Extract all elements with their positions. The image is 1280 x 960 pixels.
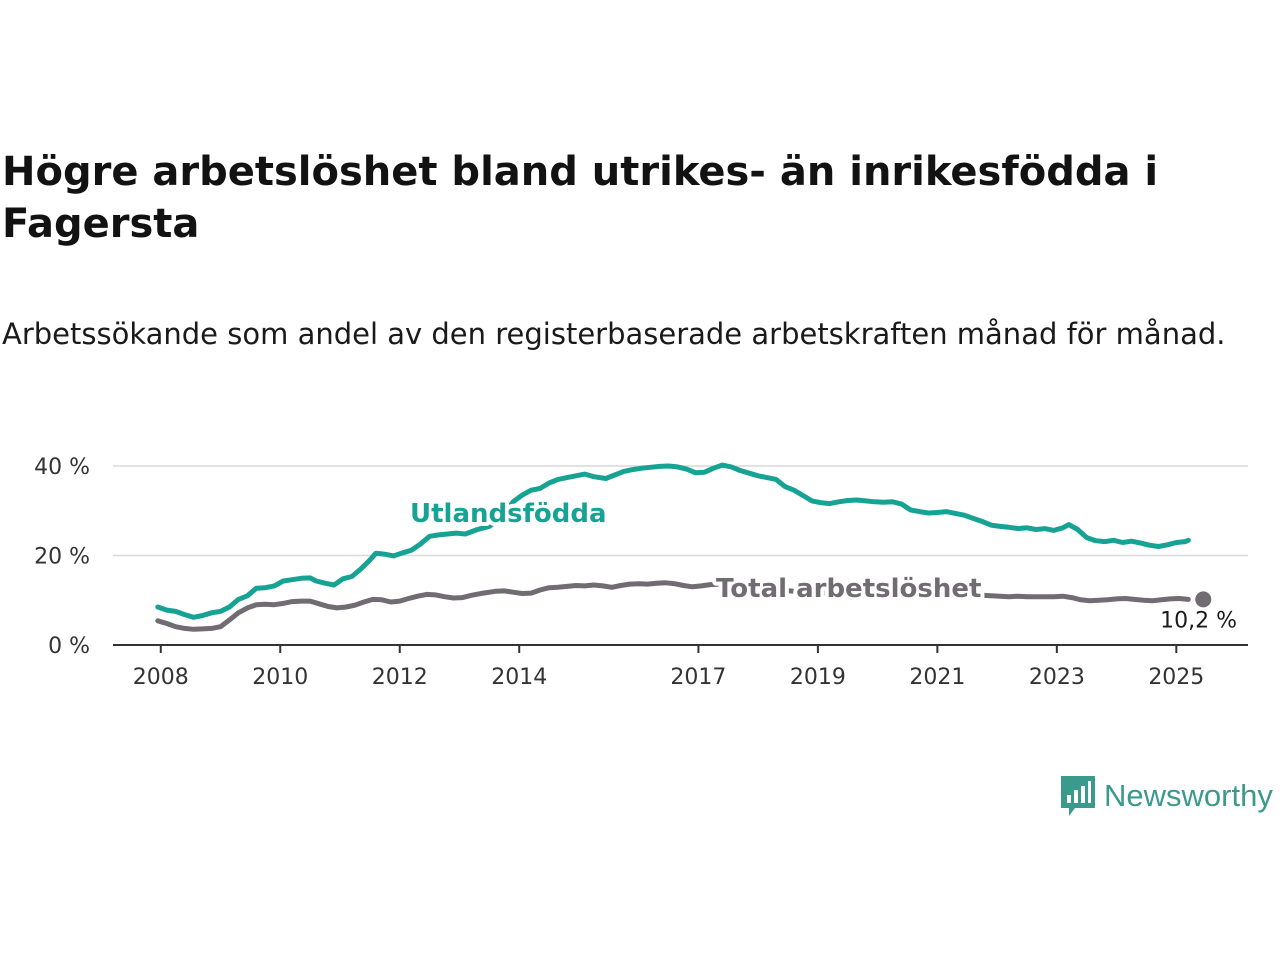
series-line-total	[155, 580, 1191, 632]
y-tick-label: 40 %	[34, 455, 90, 480]
newsworthy-logo: Newsworthy	[1058, 772, 1273, 820]
end-point-marker	[1195, 591, 1212, 608]
x-tick-label: 2019	[790, 665, 846, 690]
grid-lines: 0 % 20 % 40 %	[34, 455, 1248, 659]
x-tick-label: 2025	[1148, 665, 1204, 690]
end-value-label: 10,2 %	[1160, 608, 1237, 633]
x-tick-label: 2010	[252, 665, 308, 690]
y-tick-label: 0 %	[48, 634, 90, 659]
series-label-utlandsfodda: Utlandsfödda	[410, 499, 607, 529]
newsworthy-chart-bubble-icon	[1061, 776, 1095, 816]
x-axis: 2008 2010 2012 2014 2017 2019 2021 2023 2025	[113, 644, 1248, 690]
x-tick-label: 2012	[372, 665, 428, 690]
logo-text: Newsworthy	[1104, 778, 1273, 813]
x-tick-label: 2008	[133, 665, 189, 690]
x-tick-label: 2021	[909, 665, 965, 690]
x-tick-label: 2023	[1029, 665, 1085, 690]
x-tick-label: 2017	[670, 665, 726, 690]
series-line-utlandsfodda	[155, 462, 1191, 620]
line-chart: 0 % 20 % 40 % 2008 2010 2012 2014 2017 2019 2021…	[34, 455, 1248, 690]
series-label-total: Total arbetslöshet	[716, 574, 981, 604]
chart-title: Högre arbetslöshet bland utrikes- än inr…	[2, 149, 1159, 247]
series-labels: Utlandsfödda Total arbetslöshet 10,2 %	[406, 495, 1237, 633]
series-lines	[155, 462, 1191, 632]
chart-subtitle: Arbetssökande som andel av den registerb…	[2, 317, 1226, 351]
y-tick-label: 20 %	[34, 545, 90, 570]
x-tick-label: 2014	[491, 665, 547, 690]
